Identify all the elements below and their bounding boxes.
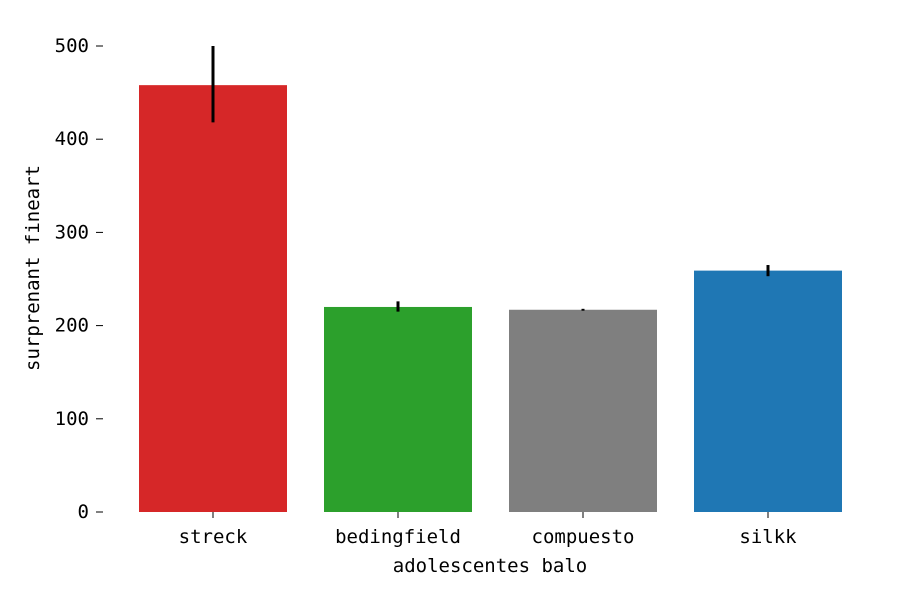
y-axis-label: surprenant fineart — [22, 165, 44, 371]
x-tick-label: silkk — [739, 526, 797, 548]
x-tick-label: bedingfield — [335, 526, 461, 548]
bar-streck — [139, 85, 287, 513]
y-tick-label: 200 — [55, 315, 89, 337]
bar-silkk — [694, 270, 842, 512]
y-tick-label: 100 — [55, 408, 89, 430]
x-axis: streck bedingfield compuesto silkk — [179, 512, 797, 548]
bar-bedingfield — [324, 306, 472, 512]
bars — [139, 85, 842, 513]
y-tick-label: 300 — [55, 221, 89, 243]
x-tick-label: compuesto — [532, 526, 635, 548]
y-tick-label: 500 — [55, 35, 89, 57]
y-tick-label: 0 — [78, 501, 89, 523]
error-bars — [211, 46, 770, 312]
y-axis: 0 100 200 300 400 500 — [55, 35, 103, 523]
y-tick-label: 400 — [55, 128, 89, 150]
x-axis-label: adolescentes balo — [393, 555, 587, 577]
bar-compuesto — [509, 309, 657, 512]
x-tick-label: streck — [179, 526, 248, 548]
